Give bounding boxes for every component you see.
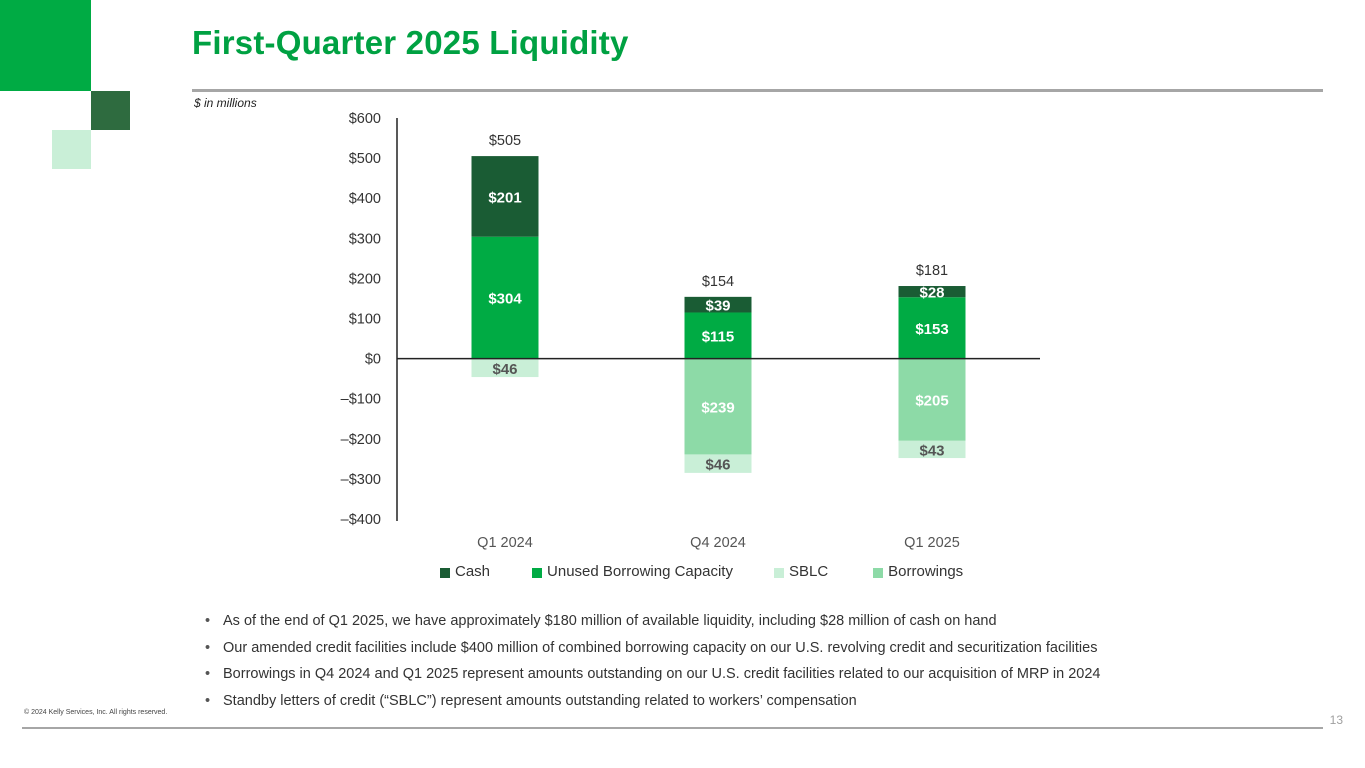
y-tick-label: $100: [349, 312, 381, 328]
data-label: $205: [915, 393, 948, 410]
bar-unused-borrowing-capacity: [471, 236, 539, 359]
x-tick-label: Q1 2025: [904, 535, 960, 551]
data-label: $304: [488, 291, 522, 308]
y-tick-label: $600: [349, 111, 381, 127]
data-label: $46: [492, 361, 517, 378]
y-tick-label: $500: [349, 151, 381, 167]
page-title: First-Quarter 2025 Liquidity: [192, 24, 629, 61]
copyright-notice: © 2024 Kelly Services, Inc. All rights r…: [24, 709, 168, 716]
legend-item-cash: Cash: [440, 563, 490, 580]
legend-swatch-cash: [440, 567, 450, 578]
data-label: $28: [919, 285, 944, 302]
units-note: $ in millions: [194, 96, 257, 110]
bar-sblc: [684, 454, 752, 473]
bar-borrowings: [684, 358, 752, 455]
data-label: $201: [488, 189, 521, 206]
bullet-item: As of the end of Q1 2025, we have approx…: [205, 611, 1101, 638]
decorative-light-green-square: [52, 130, 91, 169]
decorative-green-square-large: [0, 0, 91, 91]
data-label: $39: [705, 298, 730, 315]
data-label: $43: [919, 442, 944, 459]
legend-item-sblc: SBLC: [773, 563, 829, 580]
legend-label-borrowings: Borrowings: [888, 563, 964, 580]
legend-label-unused-borrowing-capacity: Unused Borrowing Capacity: [547, 563, 733, 580]
legend-item-unused-borrowing-capacity: Unused Borrowing Capacity: [532, 563, 733, 580]
legend-swatch-unused-borrowing-capacity: [532, 567, 543, 578]
y-tick-label: $300: [349, 231, 381, 247]
bar-sblc: [471, 358, 539, 378]
y-tick-label: –$200: [341, 432, 381, 448]
x-tick-label: Q4 2024: [690, 535, 746, 551]
data-label: $115: [702, 329, 735, 346]
bullet-item: Standby letters of credit (“SBLC”) repre…: [205, 691, 1101, 718]
legend-swatch-borrowings: [873, 567, 884, 578]
chart-legend: Cash Unused Borrowing Capacity SBLC Borr…: [440, 563, 963, 580]
data-label: $46: [705, 457, 730, 474]
bar-borrowings: [898, 358, 966, 441]
decorative-dark-green-square: [91, 91, 130, 130]
bar-unused-borrowing-capacity: [898, 297, 966, 359]
legend-swatch-sblc: [773, 567, 784, 578]
bullet-item: Our amended credit facilities include $4…: [205, 638, 1101, 665]
y-tick-label: –$100: [341, 392, 381, 408]
legend-label-sblc: SBLC: [788, 563, 829, 580]
y-tick-label: $0: [365, 352, 381, 368]
page-number: 13: [1329, 713, 1343, 727]
total-label: $154: [702, 274, 734, 290]
data-label: $153: [915, 321, 948, 338]
bullet-item: Borrowings in Q4 2024 and Q1 2025 repres…: [205, 664, 1101, 691]
total-label: $181: [916, 263, 948, 279]
y-tick-label: $400: [349, 191, 381, 207]
footer-divider: [22, 727, 1323, 729]
legend-label-cash: Cash: [455, 563, 491, 580]
bar-sblc: [898, 440, 966, 459]
x-tick-label: Q1 2024: [477, 535, 533, 551]
bar-unused-borrowing-capacity: [684, 312, 752, 359]
bar-cash: [471, 156, 539, 237]
data-label: $239: [701, 400, 734, 417]
title-divider: [192, 89, 1323, 92]
y-tick-label: –$300: [341, 472, 381, 488]
bar-cash: [684, 296, 752, 313]
commentary-bullets: As of the end of Q1 2025, we have approx…: [205, 611, 1101, 717]
y-tick-label: $200: [349, 271, 381, 287]
y-tick-label: –$400: [341, 512, 381, 528]
bar-cash: [898, 286, 966, 298]
legend-item-borrowings: Borrowings: [873, 563, 963, 580]
total-label: $505: [489, 133, 521, 149]
